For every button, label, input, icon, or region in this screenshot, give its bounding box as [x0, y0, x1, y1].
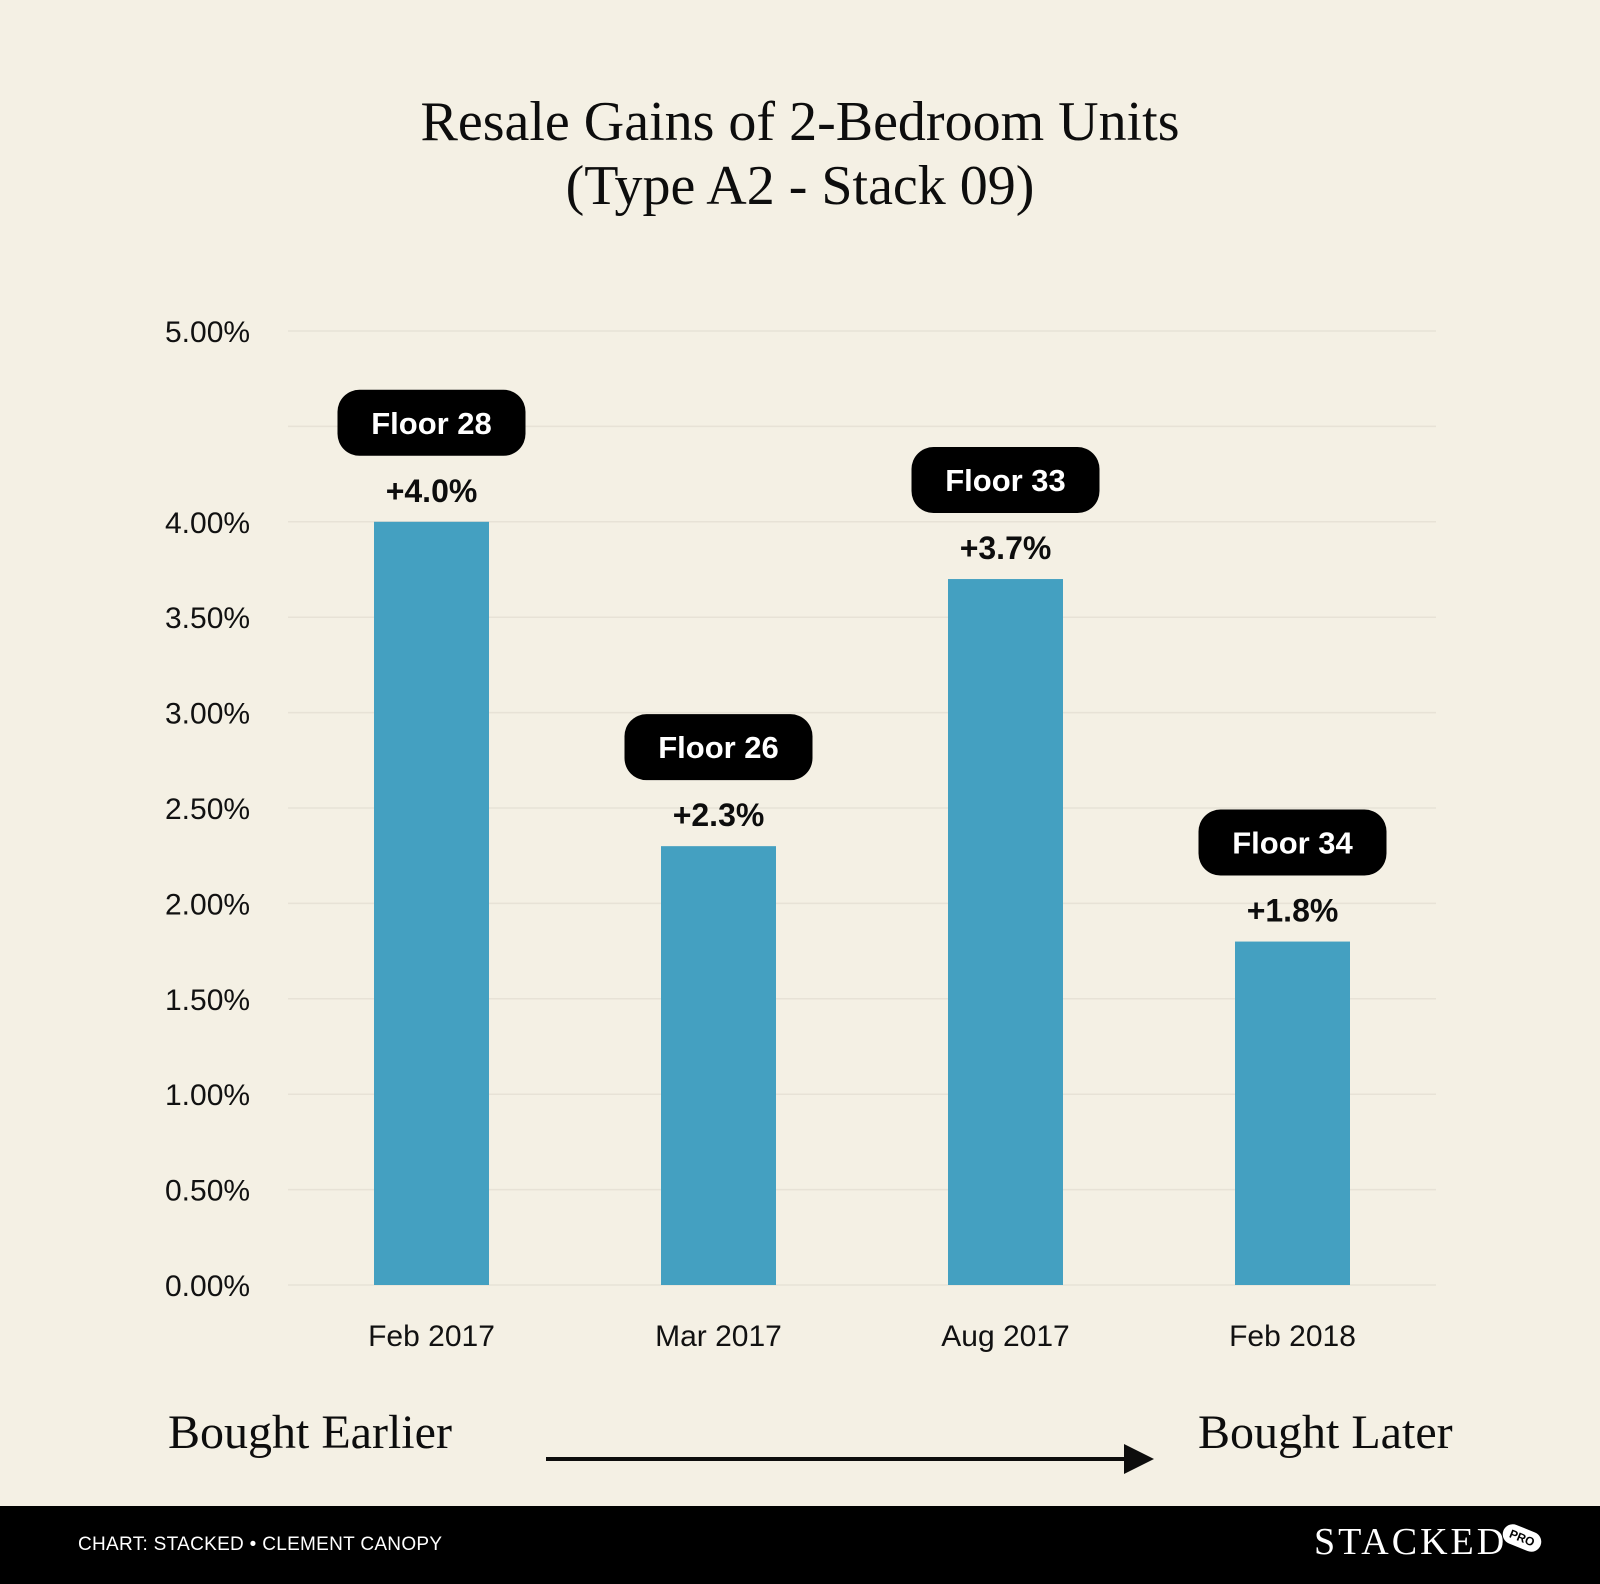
floor-tag-label: Floor 33: [945, 463, 1066, 498]
y-tick-label: 1.00%: [165, 1079, 250, 1112]
x-tick-label: Feb 2017: [368, 1320, 495, 1353]
floor-tag-badge: [337, 389, 526, 456]
floor-tag-label: Floor 28: [371, 406, 492, 441]
y-tick-label: 0.00%: [165, 1270, 250, 1303]
chart-credit: CHART: STACKED • CLEMENT CANOPY: [78, 1534, 443, 1555]
bar-value-label: +4.0%: [386, 473, 478, 509]
bar: [661, 846, 776, 1285]
y-tick-label: 3.00%: [165, 698, 250, 731]
bar: [374, 521, 489, 1285]
x-tick-label: Aug 2017: [941, 1320, 1069, 1353]
arrowhead-icon: [1124, 1444, 1154, 1474]
floor-tag-badge: [624, 714, 813, 781]
x-tick-label: Feb 2018: [1229, 1320, 1356, 1353]
time-arrow: [546, 1444, 1154, 1474]
floor-tag-badge: [911, 447, 1100, 514]
bar-value-label: +2.3%: [673, 797, 765, 833]
chart-title-line1: Resale Gains of 2-Bedroom Units: [420, 91, 1180, 153]
bar: [1235, 941, 1350, 1285]
bar-value-label: +1.8%: [1247, 893, 1339, 929]
x-tick-label: Mar 2017: [655, 1320, 782, 1353]
bar: [948, 579, 1063, 1285]
y-tick-label: 4.00%: [165, 507, 250, 540]
y-tick-label: 2.00%: [165, 888, 250, 921]
data-labels: +4.0% Floor 28 +2.3% Floor 26 +3.7% Floor 33 +…: [337, 389, 1387, 929]
x-axis-tick-labels: Feb 2017 Mar 2017 Aug 2017 Feb 2018: [368, 1320, 1356, 1353]
annotation-bought-earlier: Bought Earlier: [168, 1406, 452, 1459]
bar-value-label: +3.7%: [960, 530, 1052, 566]
y-axis-tick-labels: 0.00% 0.50% 1.00% 1.50% 2.00% 2.50% 3.00% 3.50%…: [165, 316, 250, 1303]
y-tick-label: 1.50%: [165, 984, 250, 1017]
bars: [374, 521, 1350, 1285]
y-tick-label: 5.00%: [165, 316, 250, 349]
y-tick-label: 2.50%: [165, 793, 250, 826]
floor-tag-label: Floor 26: [658, 730, 779, 765]
footer-bar: CHART: STACKED • CLEMENT CANOPY STACKED …: [0, 1506, 1600, 1584]
floor-tag-label: Floor 34: [1232, 826, 1353, 861]
stacked-logo: STACKED: [1314, 1521, 1508, 1563]
annotation-bought-later: Bought Later: [1198, 1406, 1453, 1459]
chart-title-line2: (Type A2 - Stack 09): [565, 155, 1035, 217]
y-tick-label: 3.50%: [165, 602, 250, 635]
bar-chart: 0.00% 0.50% 1.00% 1.50% 2.00% 2.50% 3.00% 3.50%…: [165, 316, 1436, 1474]
floor-tag-badge: [1198, 809, 1387, 876]
y-tick-label: 0.50%: [165, 1175, 250, 1208]
